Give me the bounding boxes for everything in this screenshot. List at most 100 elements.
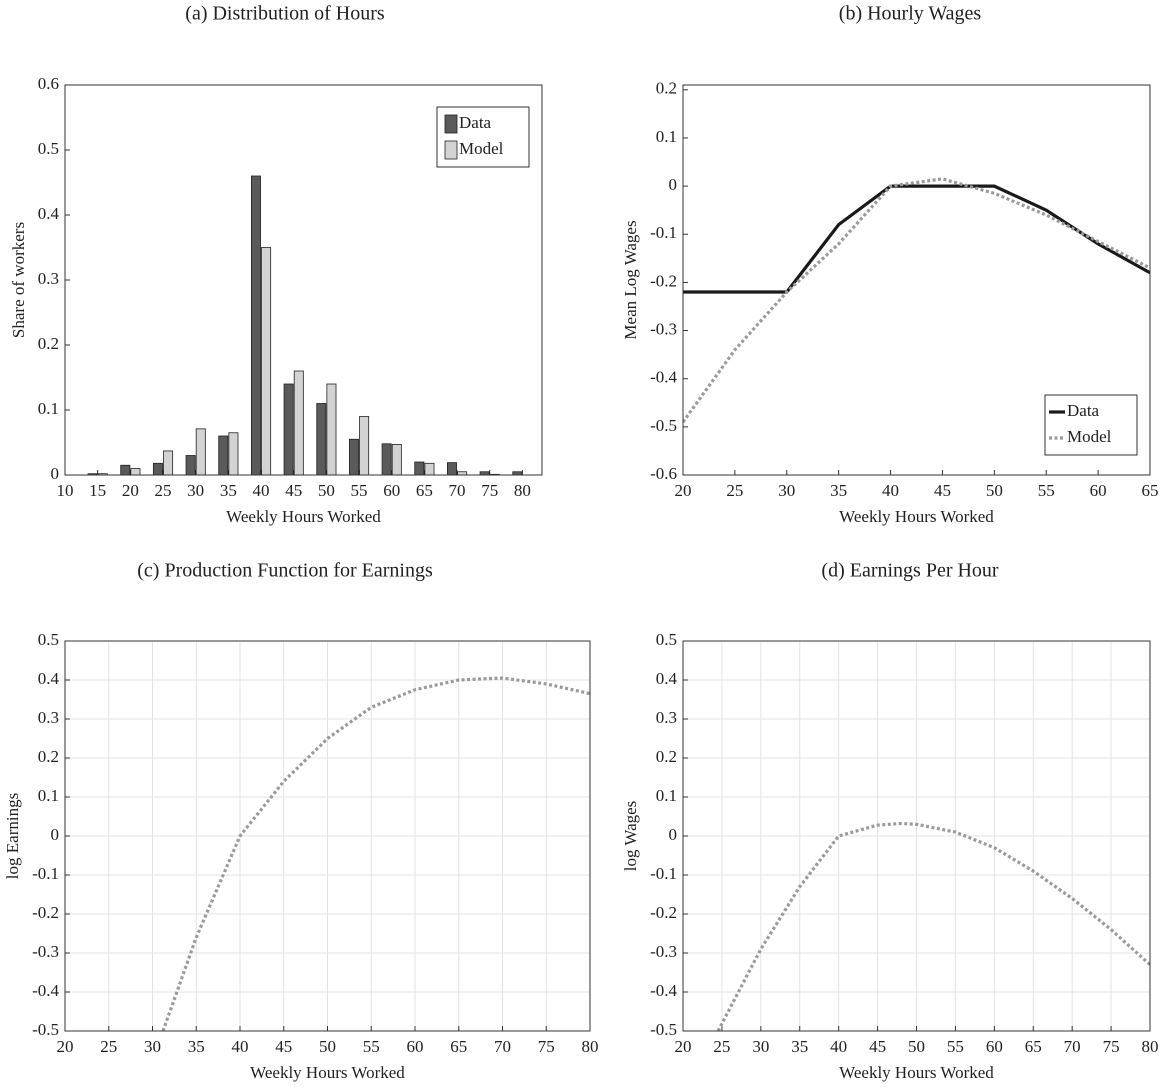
y-tick-label: -0.4 <box>32 981 59 1000</box>
panel-title: (a) Distribution of Hours <box>185 3 385 25</box>
x-tick-label: 45 <box>869 1037 886 1056</box>
y-tick-label: 0.3 <box>38 269 59 288</box>
y-tick-label: 0 <box>51 825 60 844</box>
x-tick-label: 70 <box>494 1037 511 1056</box>
x-tick-label: 55 <box>1038 481 1055 500</box>
x-tick-label: 70 <box>1064 1037 1081 1056</box>
y-tick-label: -0.1 <box>650 864 677 883</box>
bar <box>479 471 490 475</box>
axes-box <box>64 640 591 1032</box>
bar <box>228 432 239 475</box>
axes-box <box>682 84 1151 476</box>
y-tick-label: 0 <box>669 825 678 844</box>
bar <box>447 462 457 475</box>
x-tick-label: 45 <box>285 481 302 500</box>
x-tick-label: 35 <box>188 1037 205 1056</box>
panel-title: (c) Production Function for Earnings <box>137 560 433 582</box>
y-tick-label: 0.6 <box>38 74 59 93</box>
x-tick-label: 20 <box>122 481 139 500</box>
x-tick-label: 25 <box>155 481 172 500</box>
y-tick-label: -0.6 <box>650 464 677 483</box>
bar <box>97 473 108 475</box>
bar <box>424 462 435 475</box>
bar <box>381 443 392 475</box>
legend-label: Model <box>1067 427 1112 446</box>
x-tick-label: 65 <box>1142 481 1159 500</box>
x-tick-label: 50 <box>318 481 335 500</box>
bar <box>316 403 327 475</box>
bar <box>326 383 337 475</box>
bar <box>87 473 98 475</box>
bar <box>163 450 174 475</box>
y-tick-label: -0.3 <box>650 319 677 338</box>
x-tick-label: 60 <box>986 1037 1003 1056</box>
x-tick-label: 25 <box>726 481 743 500</box>
bar <box>218 435 229 475</box>
x-tick-label: 15 <box>89 481 106 500</box>
legend-swatch <box>444 140 458 160</box>
plot-marks <box>161 676 590 1031</box>
bar <box>120 464 131 475</box>
y-tick-label: -0.2 <box>32 903 59 922</box>
x-axis-label: Weekly Hours Worked <box>226 507 381 526</box>
bar <box>457 471 468 475</box>
x-tick-label: 80 <box>1142 1037 1159 1056</box>
x-tick-label: 55 <box>947 1037 964 1056</box>
line-series <box>683 177 1150 423</box>
x-tick-label: 65 <box>1025 1037 1042 1056</box>
legend-label: Data <box>459 113 492 132</box>
x-tick-label: 45 <box>934 481 951 500</box>
x-tick-label: 30 <box>752 1037 769 1056</box>
y-tick-label: 0.2 <box>38 747 59 766</box>
y-axis-label: Mean Log Wages <box>621 220 640 339</box>
y-tick-label: 0 <box>51 464 60 483</box>
line-series <box>716 821 1150 1031</box>
bar <box>283 383 294 475</box>
y-axis-label: log Earnings <box>3 793 22 879</box>
x-tick-label: 35 <box>830 481 847 500</box>
x-tick-label: 35 <box>791 1037 808 1056</box>
y-tick-label: -0.5 <box>650 416 677 435</box>
bar <box>512 471 523 475</box>
bar <box>261 247 272 475</box>
y-tick-label: 0.4 <box>38 669 60 688</box>
bar <box>293 370 304 475</box>
y-tick-label: 0.5 <box>38 139 59 158</box>
y-tick-label: -0.5 <box>650 1020 677 1039</box>
x-tick-label: 75 <box>538 1037 555 1056</box>
plot-marks <box>716 821 1150 1031</box>
y-tick-label: -0.2 <box>650 903 677 922</box>
legend-swatch <box>444 114 458 134</box>
y-tick-label: -0.4 <box>650 368 677 387</box>
x-tick-label: 70 <box>449 481 466 500</box>
y-tick-label: 0.5 <box>656 630 677 649</box>
legend-label: Data <box>1067 401 1100 420</box>
y-tick-label: 0.1 <box>656 127 677 146</box>
x-tick-label: 20 <box>57 1037 74 1056</box>
x-tick-label: 25 <box>100 1037 117 1056</box>
x-tick-label: 40 <box>253 481 270 500</box>
y-tick-label: 0.5 <box>38 630 59 649</box>
y-tick-label: 0.4 <box>38 204 60 223</box>
y-tick-label: 0.1 <box>656 786 677 805</box>
legend-label: Model <box>459 139 504 158</box>
bar <box>359 416 370 475</box>
x-tick-label: 60 <box>407 1037 424 1056</box>
x-tick-label: 30 <box>144 1037 161 1056</box>
bar <box>348 438 359 475</box>
y-tick-label: 0.1 <box>38 786 59 805</box>
x-tick-label: 80 <box>582 1037 599 1056</box>
x-axis-label: Weekly Hours Worked <box>839 507 994 526</box>
plot-marks <box>683 177 1150 423</box>
legend-box <box>1044 394 1138 456</box>
x-tick-label: 10 <box>57 481 74 500</box>
y-tick-label: 0.2 <box>656 747 677 766</box>
y-tick-label: -0.1 <box>32 864 59 883</box>
x-tick-label: 65 <box>450 1037 467 1056</box>
x-tick-label: 35 <box>220 481 237 500</box>
x-tick-label: 40 <box>830 1037 847 1056</box>
x-tick-label: 30 <box>187 481 204 500</box>
line-series <box>161 676 590 1031</box>
x-tick-label: 30 <box>778 481 795 500</box>
